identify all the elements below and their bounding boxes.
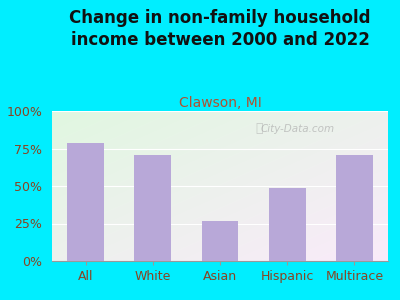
- Text: Change in non-family household
income between 2000 and 2022: Change in non-family household income be…: [69, 9, 371, 49]
- Bar: [202, 220, 238, 261]
- Bar: [67, 142, 104, 261]
- Text: Ⓜ: Ⓜ: [255, 122, 262, 136]
- Text: Clawson, MI: Clawson, MI: [179, 96, 261, 110]
- Text: City-Data.com: City-Data.com: [260, 124, 334, 134]
- Bar: [269, 188, 306, 261]
- Bar: [336, 154, 373, 261]
- Bar: [134, 154, 171, 261]
